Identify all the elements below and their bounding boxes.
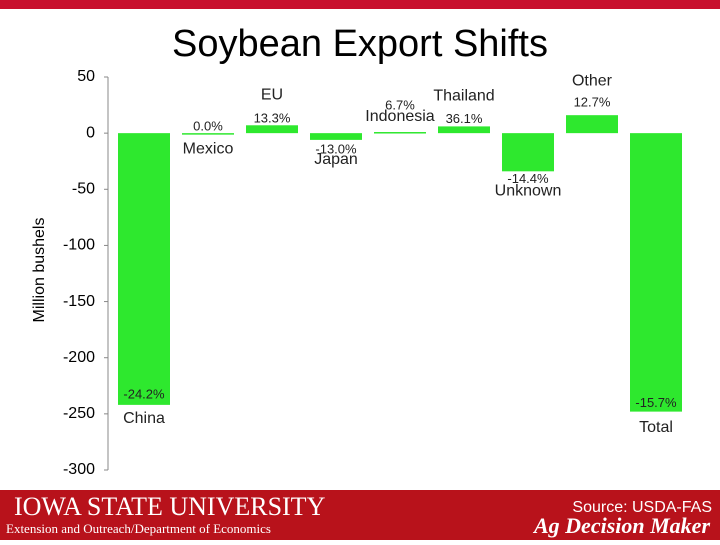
annotation: 13.3% [254, 111, 291, 126]
category-label: Other [572, 72, 613, 89]
footer-band [0, 490, 720, 540]
category-label: Indonesia [365, 108, 434, 125]
bar [118, 133, 170, 405]
y-tick-label: -200 [63, 349, 95, 366]
annotation: -14.4% [507, 171, 549, 186]
bar [438, 126, 490, 134]
y-tick-label: -50 [72, 181, 95, 198]
top-band [0, 0, 720, 9]
y-tick-label: -100 [63, 237, 95, 254]
bar [246, 125, 298, 134]
annotation: 0.0% [193, 119, 223, 134]
annotation: -24.2% [123, 386, 165, 401]
bar [502, 133, 554, 172]
chart-title: Soybean Export Shifts [172, 23, 548, 65]
brand: Ag Decision Maker [532, 513, 710, 538]
category-label: Thailand [433, 88, 494, 105]
y-axis-label: Million bushels [31, 218, 48, 323]
annotation: 12.7% [574, 95, 611, 110]
university-name: Iowa State University [14, 492, 326, 521]
y-tick-label: 0 [86, 124, 95, 141]
bar [182, 133, 234, 135]
y-tick-label: -150 [63, 293, 95, 310]
y-tick-label: -250 [63, 405, 95, 422]
category-label: Mexico [183, 140, 234, 157]
category-label: Japan [314, 151, 358, 168]
annotation: -13.0% [315, 141, 357, 156]
source: Source: USDA-FAS [572, 499, 712, 516]
bar [374, 132, 426, 134]
annotation: 6.7% [385, 97, 415, 112]
y-tick-label: -300 [63, 461, 95, 478]
bar [630, 133, 682, 412]
department: Extension and Outreach/Department of Eco… [6, 521, 271, 536]
bar [566, 115, 618, 134]
category-label: EU [261, 87, 283, 104]
y-tick-label: 50 [77, 68, 95, 85]
annotation: -15.7% [635, 395, 677, 410]
category-label: Unknown [495, 183, 562, 200]
category-label: Total [639, 419, 673, 436]
annotation: 36.1% [446, 111, 483, 126]
category-label: China [123, 410, 165, 427]
bar [310, 133, 362, 140]
